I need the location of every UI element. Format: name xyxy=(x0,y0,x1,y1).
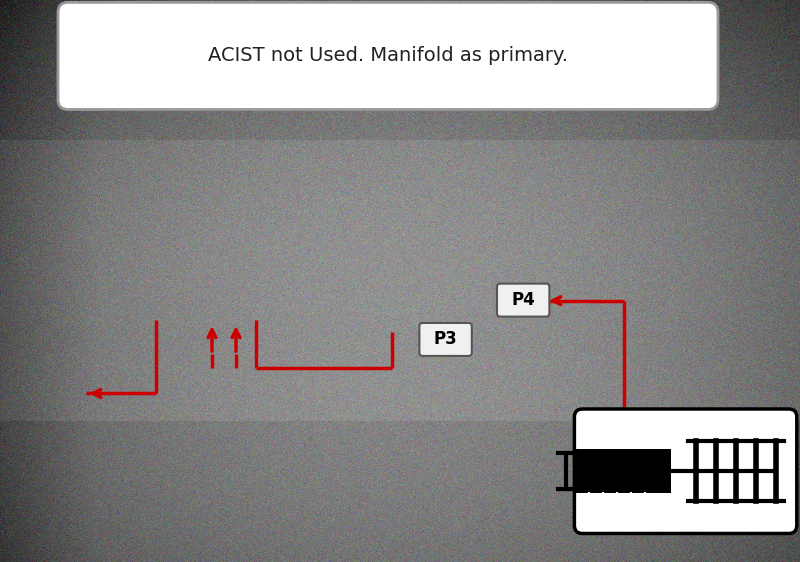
Text: P4: P4 xyxy=(511,291,535,309)
FancyBboxPatch shape xyxy=(419,323,472,356)
FancyBboxPatch shape xyxy=(574,409,797,533)
FancyBboxPatch shape xyxy=(58,2,718,110)
FancyBboxPatch shape xyxy=(497,284,550,316)
Bar xyxy=(574,449,671,493)
Text: P3: P3 xyxy=(434,330,458,348)
Text: ACIST not Used. Manifold as primary.: ACIST not Used. Manifold as primary. xyxy=(208,47,568,65)
